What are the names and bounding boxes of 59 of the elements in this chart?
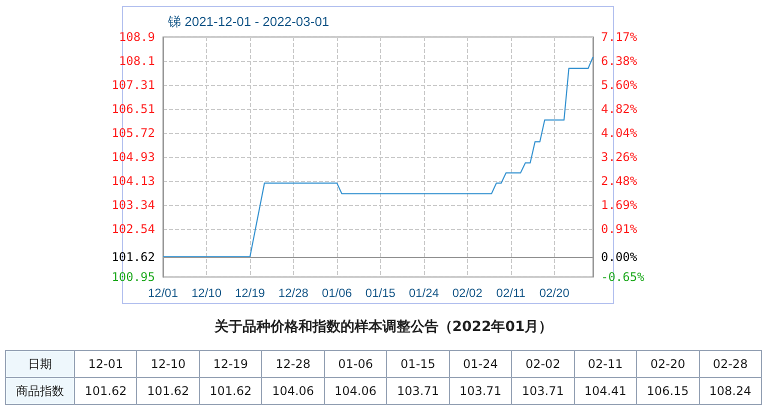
category-label: 01-06 [324, 350, 387, 378]
y2-tick-label: 4.82% [601, 102, 638, 116]
y-tick-label: 107.31 [112, 78, 155, 92]
y-tick-label: 108.9 [118, 30, 155, 44]
y-tick-label: 105.72 [112, 126, 155, 140]
y2-tick-label: 3.26% [601, 150, 638, 164]
chart-title: 锑 2021-12-01 - 2022-03-01 [167, 14, 330, 29]
y2-tick-label: 2.48% [601, 174, 638, 188]
x-tick-label: 12/10 [191, 286, 222, 300]
y-tick-label: 108.1 [118, 54, 155, 68]
x-tick-label: 12/28 [278, 286, 309, 300]
x-tick-label: 02/20 [539, 286, 570, 300]
x-tick-label: 01/24 [408, 286, 440, 300]
y-tick-label: 101.62 [112, 250, 155, 264]
data-label: 103.71 [512, 378, 574, 404]
category-label: 02-28 [699, 350, 762, 378]
x-tick-label: 12/19 [234, 286, 266, 300]
x-tick-label: 01/15 [365, 286, 396, 300]
data-label: 104.41 [574, 378, 637, 404]
y-tick-label: 103.34 [112, 198, 155, 212]
y-tick-label: 104.13 [112, 174, 155, 188]
x-tick-label: 02/11 [496, 286, 526, 300]
y2-tick-label: 4.04% [601, 126, 638, 140]
category-label: 12-10 [136, 350, 200, 378]
y2-tick-label: -0.65% [601, 270, 646, 284]
data-label: 103.71 [386, 378, 450, 404]
x-tick-label: 12/01 [148, 286, 178, 300]
category-label: 01-15 [386, 350, 450, 378]
y2-tick-label: 6.38% [601, 54, 638, 68]
category-label: 02-11 [574, 350, 637, 378]
data-label: 103.71 [449, 378, 512, 404]
text: 关于品种价格和指数的样本调整公告（2022年01月） [213, 318, 554, 336]
category-label: 02-02 [512, 350, 574, 378]
data-label: 106.15 [636, 378, 700, 404]
text: 商品指数 [6, 378, 74, 404]
y-tick-label: 102.54 [112, 222, 155, 236]
y2-tick-label: 5.60% [601, 78, 638, 92]
y2-tick-label: 0.00% [601, 250, 638, 264]
category-label: 12-19 [199, 350, 262, 378]
category-label: 02-20 [636, 350, 700, 378]
y2-tick-label: 0.91% [601, 222, 638, 236]
text: 日期 [6, 350, 74, 378]
line-series [162, 56, 594, 258]
x-tick-label: 02/02 [452, 286, 483, 300]
y2-tick-label: 7.17% [601, 30, 638, 44]
data-label: 101.62 [136, 378, 200, 404]
category-label: 12-28 [262, 350, 324, 378]
category-label: 12-01 [74, 350, 137, 378]
y-tick-label: 106.51 [112, 102, 155, 116]
data-label: 101.62 [199, 378, 262, 404]
y-tick-label: 100.95 [112, 270, 155, 284]
y-tick-label: 104.93 [112, 150, 155, 164]
data-label: 104.06 [324, 378, 387, 404]
data-label: 104.06 [262, 378, 324, 404]
data-label: 101.62 [74, 378, 137, 404]
data-label: 108.24 [699, 378, 762, 404]
y2-tick-label: 1.69% [601, 198, 638, 212]
x-tick-label: 01/06 [322, 286, 352, 300]
category-label: 01-24 [449, 350, 512, 378]
